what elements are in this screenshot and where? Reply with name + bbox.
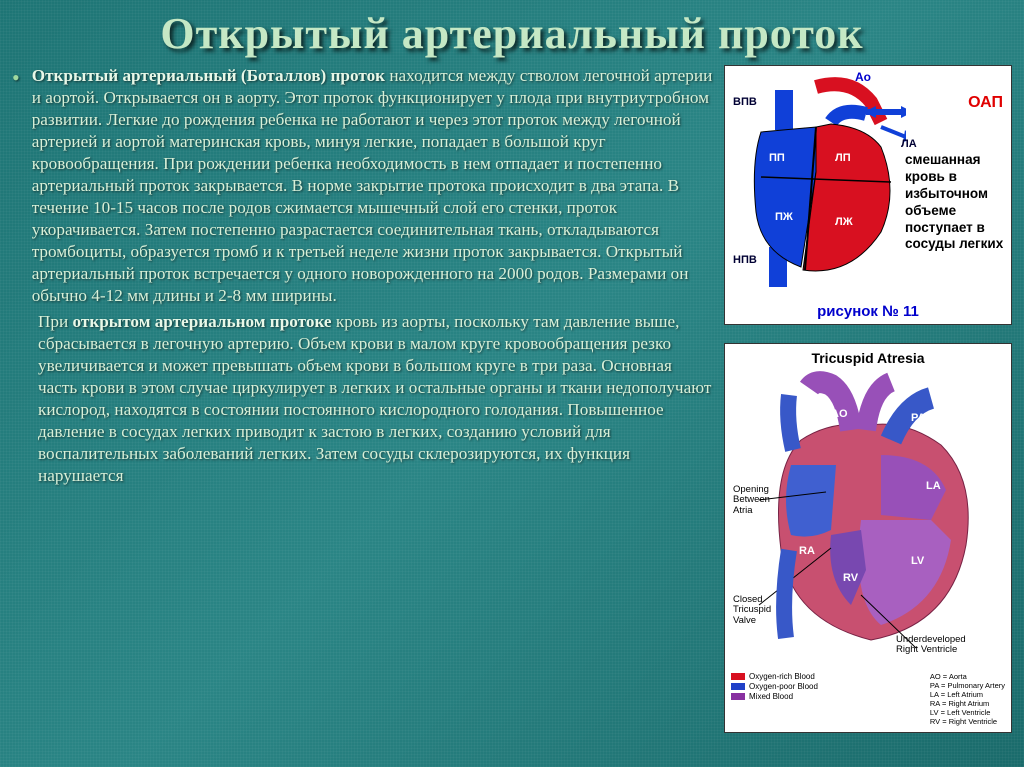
text-column: • Открытый артериальный (Боталлов) прото… [12, 65, 714, 733]
fig2-title: Tricuspid Atresia [731, 350, 1005, 366]
heart-diagram-1-icon [731, 72, 906, 297]
fig1-label-ao: Ао [855, 70, 871, 84]
fig1-label-oap: ОАП [968, 94, 1003, 112]
image-column: Ао ОАП ВПВ ПП ЛП ЛА ПЖ ЛЖ НПВ смешанная … [724, 65, 1012, 733]
fig1-label-lzh: ЛЖ [835, 216, 853, 228]
color-swatch [731, 693, 745, 700]
fig2-label-underdev: Underdeveloped Right Ventricle [896, 635, 966, 656]
fig2-label-ra: RA [799, 545, 815, 557]
color-swatch [731, 673, 745, 680]
p2-bold: открытом артериальном протоке [73, 312, 332, 331]
legend-label: Oxygen-poor Blood [749, 682, 818, 691]
p2-rest: кровь из аорты, поскольку там давление в… [38, 312, 711, 485]
fig1-caption: рисунок № 11 [725, 303, 1011, 320]
fig1-label-npv: НПВ [733, 254, 757, 266]
color-swatch [731, 683, 745, 690]
legend-abbrev: RA = Right Atrium [930, 699, 1005, 708]
fig2-label-lv: LV [911, 555, 924, 567]
fig2-label-rv: RV [843, 572, 858, 584]
legend-abbrev: LA = Left Atrium [930, 690, 1005, 699]
fig2-label-pa: PA [911, 412, 925, 424]
p2-pre: При [38, 312, 73, 331]
fig2-label-opening: Opening Between Atria [733, 485, 770, 516]
fig1-label-la: ЛА [901, 138, 917, 150]
fig2-label-closed-valve: Closed Tricuspid Valve [733, 595, 771, 626]
slide-title: Открытый артериальный проток [0, 0, 1024, 65]
legend-abbrev: AO = Aorta [930, 672, 1005, 681]
heart-diagram-2-icon: AO PA LA LV RV RA Opening Between Atria … [731, 370, 1005, 660]
fig1-label-lp: ЛП [835, 152, 851, 164]
legend-row: Oxygen-poor Blood [731, 682, 818, 691]
fig1-label-pzh: ПЖ [775, 211, 793, 223]
legend-row: Oxygen-rich Blood [731, 672, 818, 681]
fig1-label-vpv: ВПВ [733, 96, 757, 108]
paragraph-2: При открытом артериальном протоке кровь … [12, 311, 714, 487]
legend-label: Mixed Blood [749, 692, 793, 701]
content-row: • Открытый артериальный (Боталлов) прото… [0, 65, 1024, 733]
fig2-legend: Oxygen-rich BloodOxygen-poor BloodMixed … [731, 672, 1005, 726]
fig2-label-ao: AO [831, 408, 848, 420]
figure-1: Ао ОАП ВПВ ПП ЛП ЛА ПЖ ЛЖ НПВ смешанная … [724, 65, 1012, 325]
bullet-icon: • [12, 67, 20, 89]
legend-row: Mixed Blood [731, 692, 818, 701]
legend-abbrev: RV = Right Ventricle [930, 717, 1005, 726]
p1-rest: находится между стволом легочной артерии… [32, 66, 713, 305]
legend-abbrev: PA = Pulmonary Artery [930, 681, 1005, 690]
paragraph-1: • Открытый артериальный (Боталлов) прото… [12, 65, 714, 307]
paragraph-1-text: Открытый артериальный (Боталлов) проток … [32, 65, 714, 307]
fig1-label-pp: ПП [769, 152, 785, 164]
legend-label: Oxygen-rich Blood [749, 672, 815, 681]
figure-2: Tricuspid Atresia [724, 343, 1012, 733]
p1-bold: Открытый артериальный (Боталлов) проток [32, 66, 385, 85]
legend-abbrev: LV = Left Ventricle [930, 708, 1005, 717]
fig2-label-la: LA [926, 480, 941, 492]
fig1-side-text: смешанная кровь в избыточном объеме пост… [905, 152, 1005, 253]
